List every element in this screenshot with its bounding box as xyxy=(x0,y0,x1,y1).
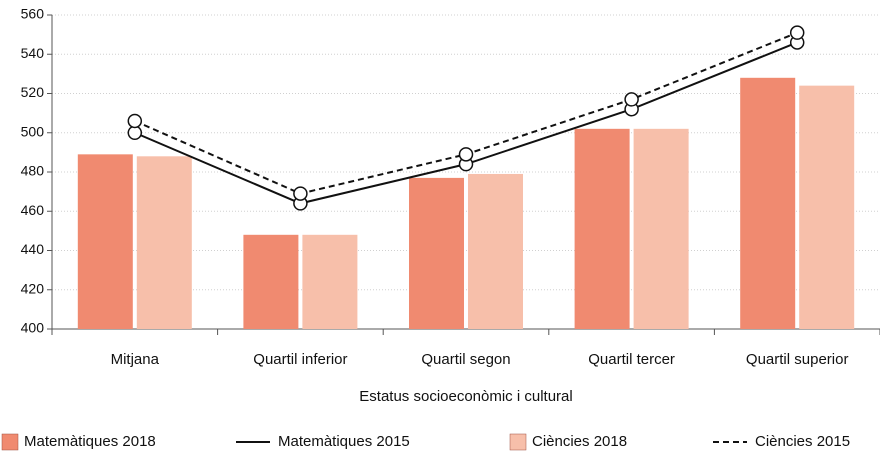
y-tick-label: 460 xyxy=(21,202,45,218)
bar xyxy=(799,85,855,330)
bar xyxy=(302,234,358,329)
bar xyxy=(574,128,630,329)
marker xyxy=(789,25,805,40)
legend-swatch xyxy=(509,433,527,451)
x-tick-label: Quartil superior xyxy=(746,351,849,368)
bar xyxy=(136,156,192,329)
bar xyxy=(633,128,689,329)
y-tick-label: 400 xyxy=(21,320,45,336)
y-tick-label: 440 xyxy=(21,241,45,257)
bar xyxy=(468,173,523,329)
bar xyxy=(77,154,133,329)
x-tick-label: Quartil inferior xyxy=(253,351,347,368)
marker xyxy=(127,113,143,129)
legend-label: Matemàtiques 2015 xyxy=(278,433,410,450)
y-tick-label: 540 xyxy=(21,45,45,61)
line xyxy=(134,41,798,205)
x-tick-label: Quartil tercer xyxy=(588,351,675,368)
y-tick-label: 520 xyxy=(21,84,45,100)
bar xyxy=(243,234,299,329)
legend-label: Ciències 2015 xyxy=(755,433,850,450)
x-tick-label: Quartil segon xyxy=(421,351,510,368)
y-tick-label: 480 xyxy=(21,163,45,179)
y-tick-label: 500 xyxy=(21,123,45,139)
y-tick-label: 420 xyxy=(21,280,45,296)
bar xyxy=(409,177,464,329)
marker xyxy=(624,92,639,107)
x-tick-label: Mitjana xyxy=(111,351,160,368)
bar xyxy=(740,77,796,329)
y-tick-label: 560 xyxy=(21,6,45,22)
marker xyxy=(293,186,308,201)
legend-label: Matemàtiques 2018 xyxy=(24,433,156,450)
x-axis-label: Estatus socioeconòmic i cultural xyxy=(359,388,572,405)
legend-label: Ciències 2018 xyxy=(532,433,627,450)
legend-swatch xyxy=(1,433,19,451)
marker xyxy=(458,147,474,162)
